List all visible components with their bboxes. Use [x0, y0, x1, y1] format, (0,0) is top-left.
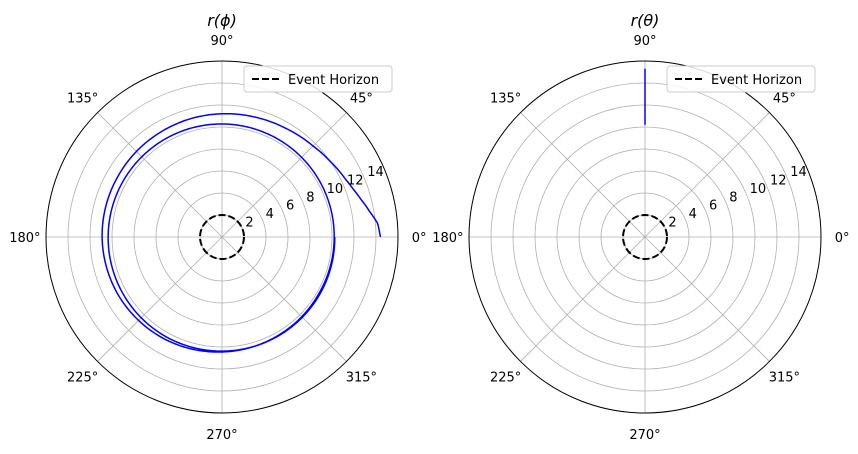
- theta-gridline-225: [97, 236, 223, 362]
- theta-tick-label: 180°: [432, 231, 463, 246]
- theta-tick-label: 135°: [67, 92, 98, 107]
- theta-tick-label: 270°: [206, 428, 237, 443]
- r-tick-label: 2: [668, 216, 676, 231]
- trajectory-series: [101, 112, 382, 353]
- theta-tick-label: 90°: [210, 34, 233, 49]
- legend-label: Event Horizon: [711, 73, 802, 88]
- theta-tick-label: 315°: [769, 370, 800, 385]
- r-tick-label: 4: [689, 207, 697, 222]
- theta-gridline-315: [644, 236, 770, 362]
- theta-tick-label: 45°: [773, 92, 796, 107]
- legend-label: Event Horizon: [288, 73, 379, 88]
- theta-tick-label: 225°: [490, 370, 521, 385]
- r-tick-label: 12: [347, 173, 364, 188]
- theta-gridline-315: [221, 236, 347, 362]
- theta-gridline-225: [520, 236, 646, 362]
- event-horizon-series: [199, 214, 245, 260]
- theta-tick-label: 180°: [9, 231, 40, 246]
- chart-title: r(θ): [631, 11, 660, 30]
- r-tick-label: 10: [750, 182, 767, 197]
- r-tick-label: 8: [306, 190, 314, 205]
- r-tick-label: 8: [729, 190, 737, 205]
- r-tick-label: 4: [266, 207, 274, 222]
- legend-box: [243, 65, 393, 93]
- r-tick-label: 14: [790, 165, 807, 180]
- theta-tick-label: 0°: [835, 231, 850, 246]
- chart-title: r(ϕ): [207, 11, 237, 30]
- r-tick-label: 2: [245, 216, 253, 231]
- polar-frame: [468, 60, 822, 414]
- theta-tick-label: 225°: [67, 370, 98, 385]
- polar-frame: [45, 60, 399, 414]
- r-tick-label: 6: [709, 199, 717, 214]
- theta-gridline-45: [644, 112, 770, 238]
- theta-tick-label: 0°: [412, 231, 427, 246]
- legend-box: [666, 65, 816, 93]
- r-tick-label: 10: [327, 182, 344, 197]
- theta-tick-label: 135°: [490, 92, 521, 107]
- r-tick-label: 12: [770, 173, 787, 188]
- theta-tick-label: 45°: [350, 92, 373, 107]
- theta-gridline-135: [520, 112, 646, 238]
- event-horizon-series: [622, 214, 668, 260]
- r-tick-label: 14: [367, 165, 384, 180]
- theta-tick-label: 270°: [629, 428, 660, 443]
- legend: Event Horizon: [666, 65, 816, 93]
- theta-tick-label: 90°: [633, 34, 656, 49]
- theta-tick-label: 315°: [346, 370, 377, 385]
- r-tick-label: 6: [286, 199, 294, 214]
- theta-gridline-135: [97, 112, 223, 238]
- theta-gridline-45: [221, 112, 347, 238]
- legend: Event Horizon: [243, 65, 393, 93]
